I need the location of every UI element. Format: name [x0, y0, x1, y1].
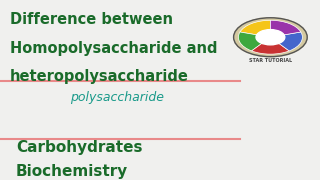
- Wedge shape: [240, 20, 270, 37]
- Text: STAR TUTORIAL: STAR TUTORIAL: [249, 58, 292, 63]
- Wedge shape: [238, 32, 270, 51]
- Text: Carbohydrates: Carbohydrates: [16, 140, 142, 155]
- Text: Biochemistry: Biochemistry: [16, 164, 128, 179]
- Circle shape: [256, 30, 285, 45]
- Text: Homopolysaccharide and: Homopolysaccharide and: [10, 41, 217, 56]
- Wedge shape: [270, 32, 302, 51]
- Wedge shape: [252, 37, 289, 54]
- Circle shape: [234, 18, 307, 57]
- Text: heteropolysaccharide: heteropolysaccharide: [10, 69, 188, 84]
- Text: polysaccharide: polysaccharide: [70, 91, 164, 104]
- Wedge shape: [270, 20, 301, 37]
- Text: Difference between: Difference between: [10, 12, 172, 27]
